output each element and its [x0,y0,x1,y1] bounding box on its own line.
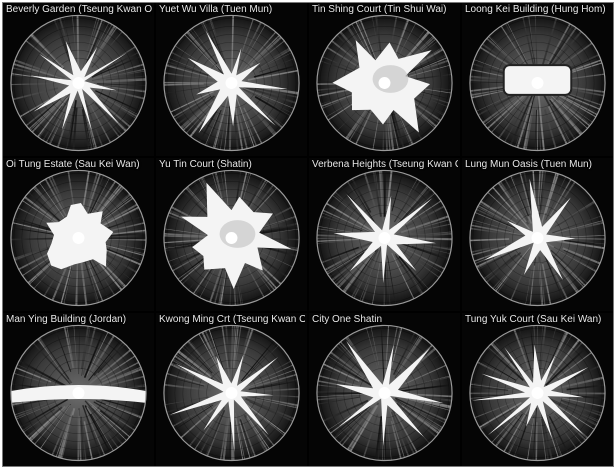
photo-man-ying-building: Man Ying Building (Jordan) [3,313,154,466]
photo-caption: Oi Tung Estate (Sau Kei Wan) [6,159,140,170]
photo-caption: Beverly Garden (Tseung Kwan O) [6,4,152,15]
photo-loong-kei-building: Loong Kei Building (Hung Hom) [462,3,613,156]
photo-caption: Verbena Heights (Tseung Kwan O) [312,159,458,170]
photo-yu-tin-court: Yu Tin Court (Shatin) [156,158,307,311]
fisheye-image [10,14,147,152]
photo-city-one-shatin: City One Shatin [309,313,460,466]
fisheye-image [469,324,606,462]
photo-caption: Man Ying Building (Jordan) [6,314,127,325]
photo-tin-shing-court: Tin Shing Court (Tin Shui Wai) [309,3,460,156]
photo-caption: Tin Shing Court (Tin Shui Wai) [312,4,447,15]
photo-caption: Yu Tin Court (Shatin) [159,159,252,170]
photo-caption: Loong Kei Building (Hung Hom) [465,4,606,15]
photo-caption: Lung Mun Oasis (Tuen Mun) [465,159,592,170]
fisheye-image [163,169,300,307]
photo-caption: Kwong Ming Crt (Tseung Kwan O) [159,314,305,325]
photo-caption: Yuet Wu Villa (Tuen Mun) [159,4,273,15]
photo-caption: Tung Yuk Court (Sau Kei Wan) [465,314,602,325]
photo-tung-yuk-court: Tung Yuk Court (Sau Kei Wan) [462,313,613,466]
photo-beverly-garden: Beverly Garden (Tseung Kwan O) [3,3,154,156]
fisheye-image [10,169,147,307]
fisheye-image [469,14,606,152]
photo-lung-mun-oasis: Lung Mun Oasis (Tuen Mun) [462,158,613,311]
fisheye-image [163,14,300,152]
photo-yuet-wu-villa: Yuet Wu Villa (Tuen Mun) [156,3,307,156]
photo-caption: City One Shatin [312,314,383,325]
photo-oi-tung-estate: Oi Tung Estate (Sau Kei Wan) [3,158,154,311]
fisheye-image [10,324,147,462]
fisheye-image [316,14,453,152]
fisheye-image [316,169,453,307]
fisheye-image [163,324,300,462]
fisheye-image [469,169,606,307]
fisheye-image [316,324,453,462]
photo-verbena-heights: Verbena Heights (Tseung Kwan O) [309,158,460,311]
photo-kwong-ming-court: Kwong Ming Crt (Tseung Kwan O) [156,313,307,466]
